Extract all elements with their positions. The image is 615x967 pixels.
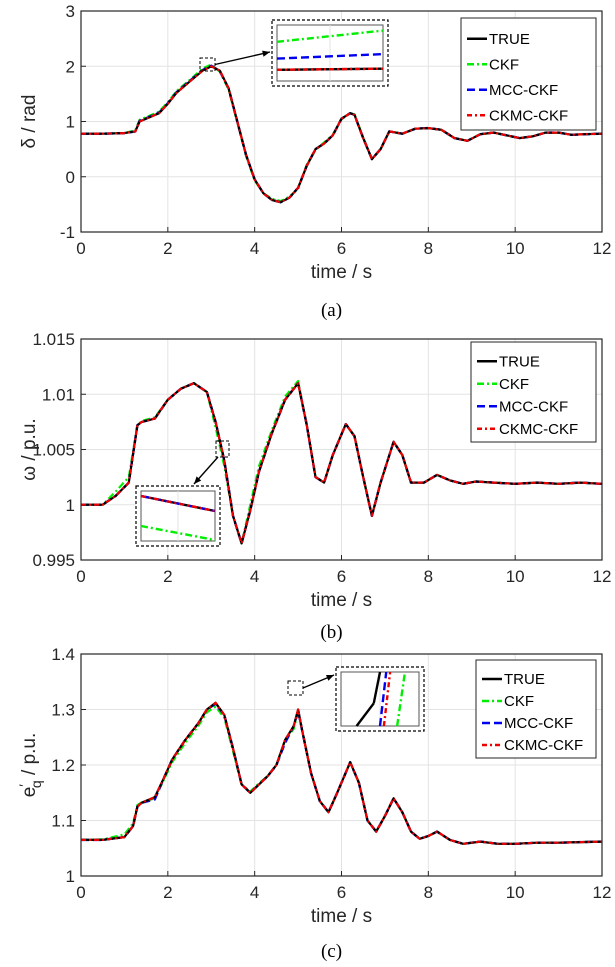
x-tick-label: 12 bbox=[593, 239, 612, 258]
legend-label: CKF bbox=[489, 56, 519, 73]
legend-label: CKF bbox=[504, 693, 534, 710]
axes-frame bbox=[80, 653, 603, 877]
legend-label: MCC-CKF bbox=[499, 398, 568, 415]
inset-line-true bbox=[355, 702, 375, 727]
y-tick-label: -1 bbox=[60, 223, 75, 242]
x-tick-label: 2 bbox=[163, 567, 172, 586]
y-tick-label: 1.4 bbox=[51, 645, 75, 664]
legend-label: MCC-CKF bbox=[504, 715, 573, 732]
x-tick-label: 2 bbox=[163, 239, 172, 258]
x-tick-label: 6 bbox=[337, 567, 346, 586]
y-tick-label: 1.1 bbox=[51, 812, 75, 831]
x-tick-label: 10 bbox=[506, 239, 525, 258]
y-tick-label: 1 bbox=[66, 496, 75, 515]
x-tick-label: 0 bbox=[76, 883, 85, 902]
series-line-ckmc-ckf bbox=[81, 65, 602, 204]
inset-line-mcc-ckf bbox=[378, 671, 388, 727]
y-tick-label: 1.005 bbox=[32, 441, 75, 460]
y-tick-label: 1.3 bbox=[51, 701, 75, 720]
y-axis-label: ω / p.u. bbox=[19, 418, 40, 480]
chart-panel-1: 0 2 4 6 8 10 12-10123TRUECKFMCC-CKFCKMC-CKFtim… bbox=[19, 2, 611, 321]
y-tick-label: 1 bbox=[66, 867, 75, 886]
legend: TRUE CKF MCC-CKF CKMC-CKF bbox=[475, 659, 597, 759]
inset-line-ckf bbox=[140, 524, 216, 542]
inset-line-mcc-ckf bbox=[276, 52, 384, 60]
y-tick-label: 2 bbox=[66, 57, 75, 76]
x-tick-label: 4 bbox=[250, 239, 259, 258]
inset-line-mcc-ckf bbox=[140, 494, 216, 513]
inset-line-ckmc-ckf bbox=[382, 671, 392, 727]
x-axis-label: time / s bbox=[311, 262, 372, 283]
y-tick-label: 1.2 bbox=[51, 756, 75, 775]
panel-caption: (c) bbox=[321, 941, 342, 962]
legend: TRUE CKF MCC-CKF CKMC-CKF bbox=[470, 341, 597, 443]
x-tick-label: 8 bbox=[424, 567, 433, 586]
axes-frame bbox=[80, 10, 603, 233]
x-tick-label: 0 bbox=[76, 567, 85, 586]
y-tick-label: 0.995 bbox=[32, 551, 75, 570]
y-tick-label: 3 bbox=[66, 2, 75, 21]
x-tick-label: 10 bbox=[506, 567, 525, 586]
x-tick-label: 4 bbox=[250, 567, 259, 586]
legend-box bbox=[460, 17, 597, 131]
inset-line-ckf bbox=[395, 671, 407, 727]
legend-label: CKMC-CKF bbox=[504, 737, 583, 754]
x-tick-label: 0 bbox=[76, 239, 85, 258]
legend-label: TRUE bbox=[499, 353, 540, 370]
x-tick-label: 8 bbox=[424, 239, 433, 258]
y-tick-label: 1.015 bbox=[32, 330, 75, 349]
x-axis-label: time / s bbox=[311, 590, 372, 611]
inset-line-ckmc-ckf bbox=[276, 67, 384, 71]
inset-line-true bbox=[372, 671, 382, 704]
x-axis-label: time / s bbox=[311, 906, 372, 927]
series-line-ckmc-ckf bbox=[81, 701, 602, 845]
series-line-ckmc-ckf bbox=[81, 382, 602, 545]
panel-caption: (a) bbox=[321, 300, 342, 321]
x-tick-label: 4 bbox=[250, 883, 259, 902]
y-tick-label: 0 bbox=[66, 168, 75, 187]
y-tick-label: 1 bbox=[66, 113, 75, 132]
legend-box bbox=[470, 341, 597, 443]
x-tick-label: 6 bbox=[337, 883, 346, 902]
x-tick-label: 6 bbox=[337, 239, 346, 258]
x-tick-label: 12 bbox=[593, 883, 612, 902]
x-tick-label: 2 bbox=[163, 883, 172, 902]
y-tick-label: 1.01 bbox=[42, 385, 75, 404]
legend-label: MCC-CKF bbox=[489, 82, 558, 99]
chart-panel-3: 0 2 4 6 8 10 12 1 1.1 1.2 1.3 1.4 TRUE CKF MCC-CKF CKMC… bbox=[16, 645, 611, 962]
y-axis-label: e′q / p.u. bbox=[16, 733, 44, 798]
chart-panel-2: 0 2 4 6 8 10 12 0.995 1 1.005 1.01 1.015 TRUE CKF MCC-… bbox=[19, 330, 611, 643]
legend-label: TRUE bbox=[504, 671, 545, 688]
zoom-source-box bbox=[215, 440, 230, 458]
legend-label: CKMC-CKF bbox=[499, 421, 578, 438]
legend-label: CKF bbox=[499, 376, 529, 393]
legend-label: TRUE bbox=[489, 31, 530, 48]
legend: TRUE CKF MCC-CKF CKMC-CKF bbox=[460, 17, 597, 131]
legend-label: CKMC-CKF bbox=[489, 107, 568, 124]
zoom-arrow-head bbox=[262, 50, 270, 57]
panel-caption: (b) bbox=[320, 622, 342, 643]
inset-line-ckf bbox=[276, 29, 384, 43]
x-tick-label: 8 bbox=[424, 883, 433, 902]
axes-frame bbox=[80, 338, 603, 561]
zoom-arrow bbox=[214, 51, 271, 66]
legend-box bbox=[475, 659, 597, 759]
zoom-arrow-head bbox=[194, 476, 202, 484]
zoom-arrow-head bbox=[326, 675, 334, 681]
x-tick-label: 12 bbox=[593, 567, 612, 586]
y-axis-label: δ / rad bbox=[19, 95, 40, 149]
x-tick-label: 10 bbox=[506, 883, 525, 902]
